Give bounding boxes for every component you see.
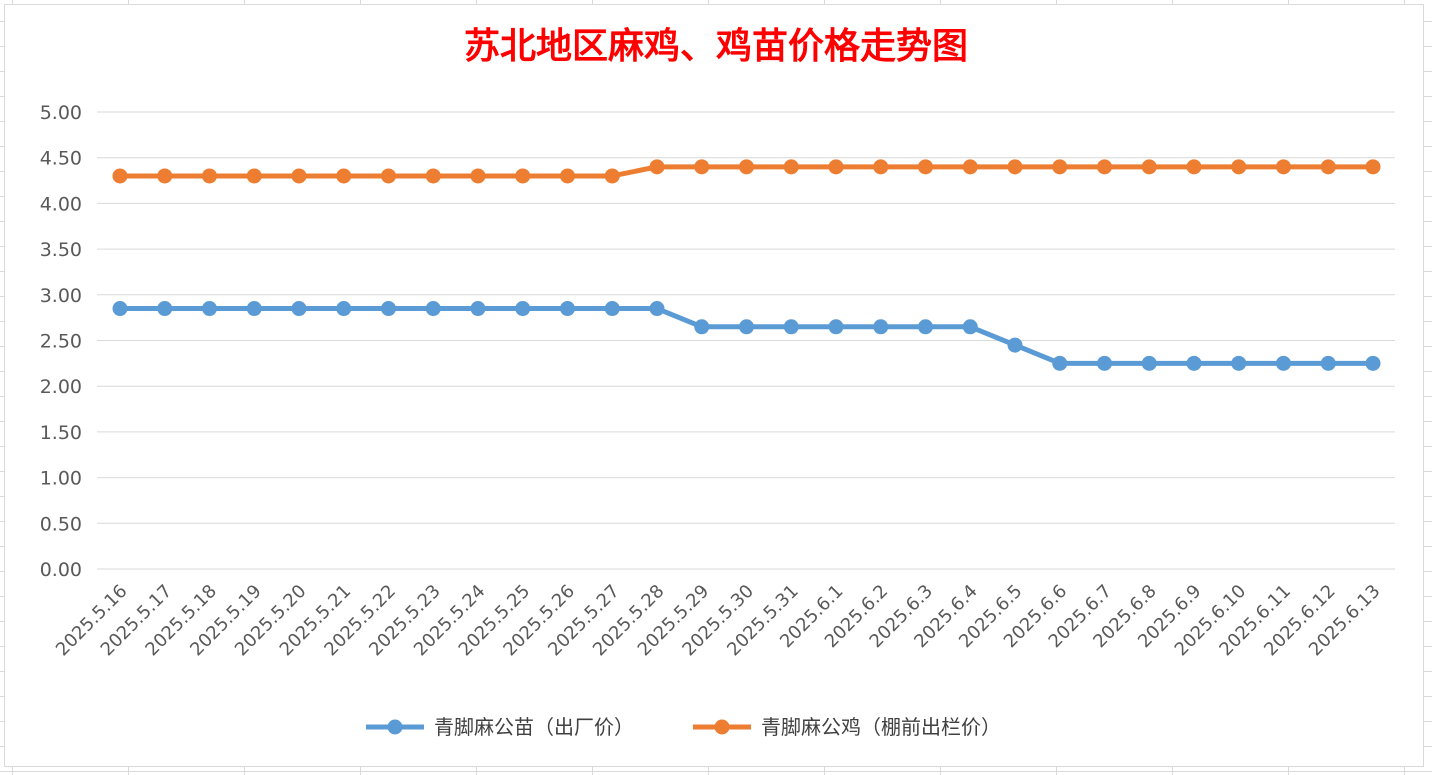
y-tick-label: 3.50 (40, 239, 82, 261)
series-2-point (918, 159, 933, 175)
series-1-point (918, 319, 933, 335)
series-2-point (694, 159, 710, 175)
legend-label-2: 青脚麻公鸡（棚前出栏价） (761, 715, 1001, 739)
chart-title: 苏北地区麻鸡、鸡苗价格走势图 (463, 25, 968, 67)
series-2-point (112, 168, 128, 184)
series-2-point (515, 168, 531, 184)
series-1-point (1186, 355, 1202, 371)
series-2-point (1186, 159, 1202, 175)
series-2-point (381, 168, 396, 184)
series-2-point (828, 159, 844, 175)
y-tick-label: 1.00 (40, 468, 82, 490)
series-2-point (739, 159, 754, 175)
y-tick-label: 5.00 (40, 102, 82, 124)
series-1-point (1365, 355, 1381, 371)
series-1-point (1276, 355, 1291, 371)
chart-area[interactable] (4, 4, 1424, 767)
series-1-point (470, 301, 486, 317)
series-1-point (515, 301, 531, 317)
series-2-point (1320, 159, 1336, 175)
series-1-point (1231, 355, 1247, 371)
series-1-point (560, 301, 575, 317)
legend-marker-1 (387, 719, 403, 735)
series-1-point (873, 319, 889, 335)
series-2-point (873, 159, 889, 175)
series-2-point (202, 168, 217, 184)
series-1-point (425, 301, 441, 317)
y-tick-label: 0.00 (40, 559, 82, 581)
series-2-point (157, 168, 173, 184)
series-1-point (962, 319, 978, 335)
series-1-point (1320, 355, 1336, 371)
series-2-point (649, 159, 665, 175)
series-2-point (1007, 159, 1023, 175)
series-1-point (739, 319, 754, 335)
series-2-point (1276, 159, 1291, 175)
series-2-point (783, 159, 799, 175)
legend-marker-2 (714, 719, 730, 735)
series-1-point (246, 301, 262, 317)
series-1-point (1097, 355, 1112, 371)
y-tick-label: 4.50 (40, 148, 82, 170)
series-2-point (604, 168, 620, 184)
series-2-point (336, 168, 352, 184)
series-2-point (962, 159, 978, 175)
series-1-point (157, 301, 173, 317)
series-1-point (112, 301, 128, 317)
series-2-point (246, 168, 262, 184)
series-2-point (425, 168, 441, 184)
series-2-point (291, 168, 307, 184)
series-1-point (1007, 337, 1023, 353)
y-tick-label: 2.00 (40, 376, 82, 398)
series-1-point (291, 301, 307, 317)
series-1-point (1141, 355, 1157, 371)
series-2-point (1052, 159, 1068, 175)
legend-label-1: 青脚麻公苗（出厂价） (434, 715, 634, 739)
series-1-point (828, 319, 844, 335)
y-tick-label: 0.50 (40, 513, 82, 535)
series-1-point (1052, 355, 1068, 371)
series-2-point (1365, 159, 1381, 175)
y-tick-label: 2.50 (40, 331, 82, 353)
series-2-point (1141, 159, 1157, 175)
series-1-point (381, 301, 396, 317)
series-1-point (336, 301, 352, 317)
series-1-point (202, 301, 217, 317)
y-tick-label: 1.50 (40, 422, 82, 444)
series-line-1 (117, 306, 1376, 366)
series-1-point (649, 301, 665, 317)
series-2-point (560, 168, 575, 184)
series-1-point (604, 301, 620, 317)
series-2-point (470, 168, 486, 184)
y-tick-label: 4.00 (40, 193, 82, 215)
y-tick-label: 3.00 (40, 285, 82, 307)
series-2-point (1231, 159, 1247, 175)
series-1-point (694, 319, 710, 335)
series-2-point (1097, 159, 1112, 175)
series-1-point (783, 319, 799, 335)
